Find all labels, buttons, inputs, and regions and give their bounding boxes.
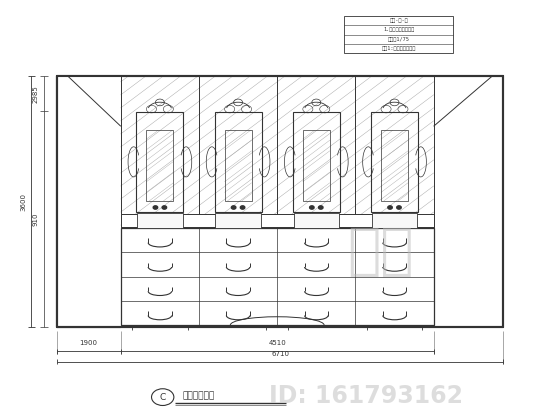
Bar	[57, 76, 503, 327]
Bar	[293, 112, 340, 212]
Text: 更衣间立面图: 更衣间立面图	[182, 392, 214, 401]
Circle shape	[231, 206, 236, 209]
Bar	[137, 213, 183, 228]
Bar	[214, 112, 262, 212]
Bar	[371, 112, 418, 212]
Bar	[372, 213, 417, 228]
Text: 2985: 2985	[33, 85, 39, 102]
Circle shape	[153, 206, 158, 209]
Bar	[57, 76, 121, 327]
Circle shape	[162, 206, 167, 209]
Bar	[121, 228, 433, 325]
Text: 3600: 3600	[20, 193, 26, 210]
Bar	[303, 131, 330, 201]
Bar	[381, 131, 408, 201]
Text: 比例：1/75: 比例：1/75	[388, 37, 410, 42]
Circle shape	[310, 206, 314, 209]
Text: 4510: 4510	[268, 341, 286, 346]
Text: 1900: 1900	[80, 341, 97, 346]
Bar	[293, 213, 339, 228]
Bar	[121, 214, 433, 227]
Circle shape	[240, 206, 245, 209]
Circle shape	[396, 206, 401, 209]
Text: C: C	[160, 393, 166, 402]
Bar	[225, 131, 251, 201]
Text: 材料1:石材及合成材料: 材料1:石材及合成材料	[381, 46, 416, 51]
Text: 6710: 6710	[271, 351, 289, 357]
Circle shape	[319, 206, 323, 209]
Circle shape	[388, 206, 393, 209]
Bar	[216, 213, 261, 228]
Bar	[137, 112, 183, 212]
Bar	[344, 16, 453, 53]
Text: 910: 910	[33, 213, 39, 226]
Text: 制图-说-明: 制图-说-明	[389, 18, 408, 23]
Text: 1.本工程为施工图纸: 1.本工程为施工图纸	[383, 27, 414, 32]
Text: ID: 161793162: ID: 161793162	[269, 384, 463, 408]
Bar	[147, 131, 173, 201]
Text: 知末: 知末	[347, 225, 414, 279]
